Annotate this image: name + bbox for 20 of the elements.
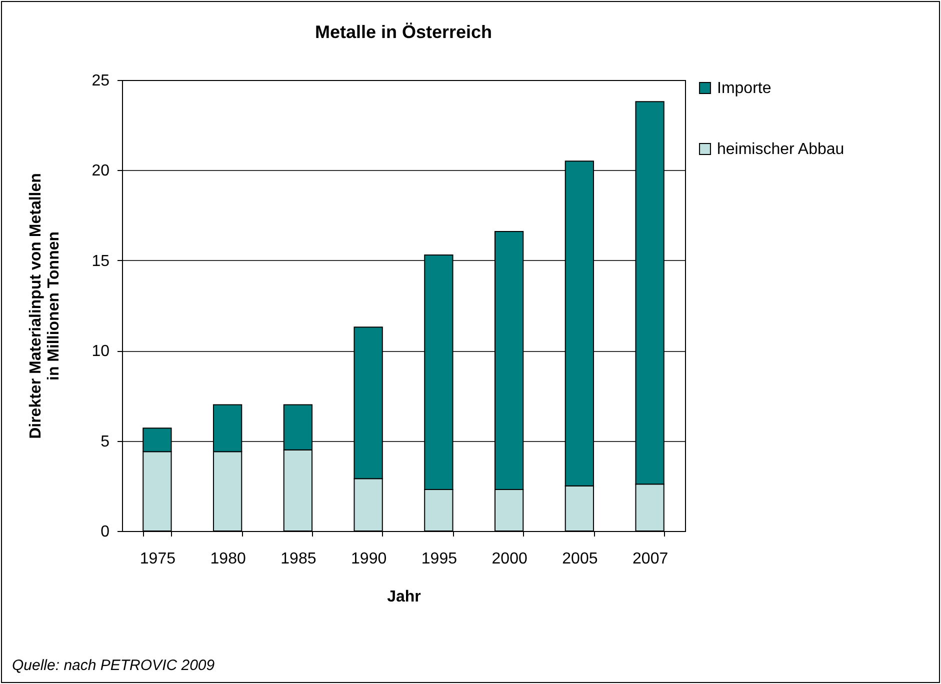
y-tick-label: 20 [92,162,110,180]
x-tick-label: 1985 [280,550,316,568]
x-tick-label: 1995 [421,550,458,568]
chart-title: Metalle in Österreich [314,22,492,42]
y-tick-label: 5 [100,433,110,450]
x-tick-label: 2007 [632,550,668,568]
y-axis-title: Direkter Materialinput von Metallen in Millionen Tonnen [28,173,63,439]
source-note: Quelle: nach PETROVIC 2009 [12,657,215,674]
legend-label: heimischer Abbau [717,141,844,158]
x-tick-label: 1975 [140,550,176,568]
x-tick-label: 1990 [351,550,387,568]
y-tick-label: 10 [92,343,110,360]
y-tick-label: 25 [92,72,110,90]
x-tick-label: 1980 [210,550,246,568]
y-tick-label: 15 [92,252,110,270]
x-axis-title: Jahr [387,588,421,606]
y-tick-label: 0 [100,524,110,540]
x-tick-label: 2005 [562,550,598,568]
legend-label: Importe [717,80,772,97]
x-tick-label: 2000 [492,550,528,568]
